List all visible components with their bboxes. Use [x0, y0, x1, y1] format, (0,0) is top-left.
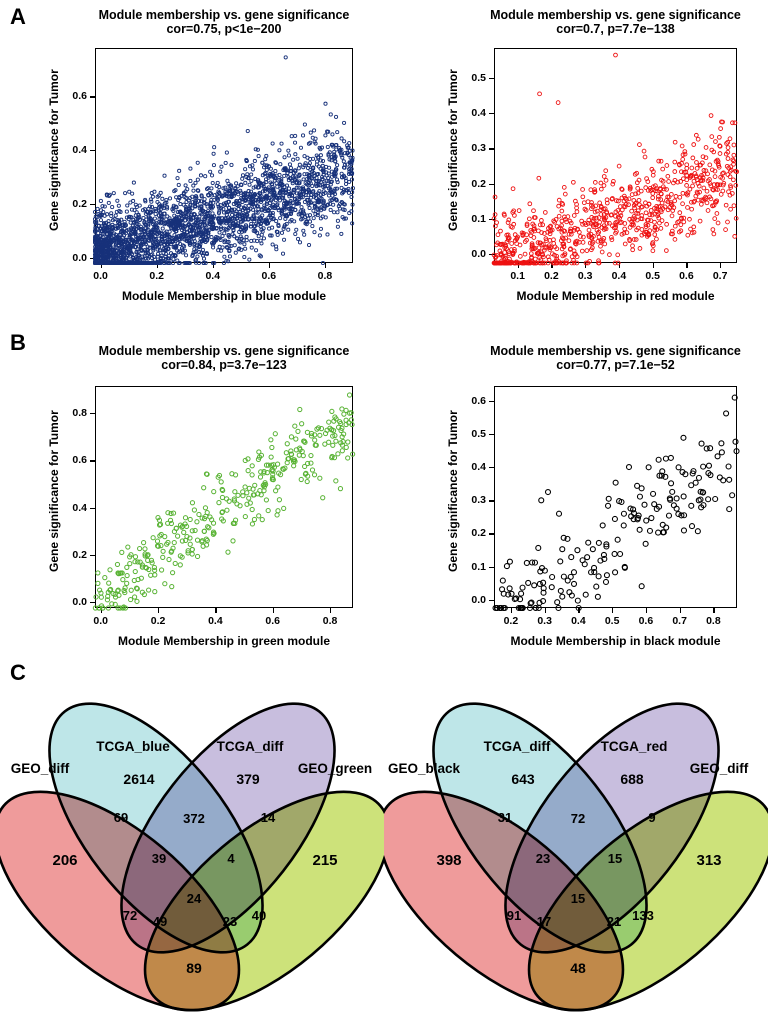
svg-text:313: 313 [696, 852, 721, 869]
svg-text:39: 39 [152, 851, 166, 866]
svg-text:48: 48 [570, 960, 586, 976]
svg-text:GEO_diff: GEO_diff [690, 761, 749, 776]
svg-text:379: 379 [236, 771, 260, 787]
svg-text:24: 24 [187, 891, 202, 906]
svg-text:89: 89 [186, 960, 202, 976]
svg-text:GEO_black: GEO_black [388, 761, 461, 776]
svg-text:TCGA_red: TCGA_red [601, 739, 668, 754]
svg-text:2614: 2614 [123, 771, 154, 787]
svg-text:688: 688 [620, 771, 644, 787]
svg-text:91: 91 [507, 908, 521, 923]
svg-text:TCGA_blue: TCGA_blue [96, 739, 170, 754]
svg-text:14: 14 [261, 810, 276, 825]
svg-text:TCGA_diff: TCGA_diff [484, 739, 551, 754]
svg-text:9: 9 [648, 810, 655, 825]
svg-text:643: 643 [511, 771, 535, 787]
svg-text:17: 17 [537, 914, 551, 929]
svg-text:4: 4 [227, 851, 235, 866]
svg-text:215: 215 [312, 852, 337, 869]
svg-text:GEO_diff: GEO_diff [11, 761, 70, 776]
svg-text:206: 206 [52, 852, 77, 869]
svg-text:398: 398 [436, 852, 461, 869]
svg-text:69: 69 [114, 810, 128, 825]
svg-text:15: 15 [608, 851, 622, 866]
svg-text:133: 133 [632, 908, 654, 923]
svg-text:15: 15 [571, 891, 585, 906]
svg-text:72: 72 [123, 908, 137, 923]
svg-text:GEO_green: GEO_green [298, 761, 372, 776]
svg-text:TCGA_diff: TCGA_diff [217, 739, 284, 754]
svg-text:40: 40 [252, 908, 266, 923]
svg-text:23: 23 [536, 851, 550, 866]
svg-text:372: 372 [183, 811, 205, 826]
svg-text:31: 31 [498, 810, 512, 825]
svg-text:21: 21 [607, 914, 621, 929]
svg-text:49: 49 [153, 914, 167, 929]
svg-text:72: 72 [571, 811, 585, 826]
svg-text:23: 23 [223, 914, 237, 929]
